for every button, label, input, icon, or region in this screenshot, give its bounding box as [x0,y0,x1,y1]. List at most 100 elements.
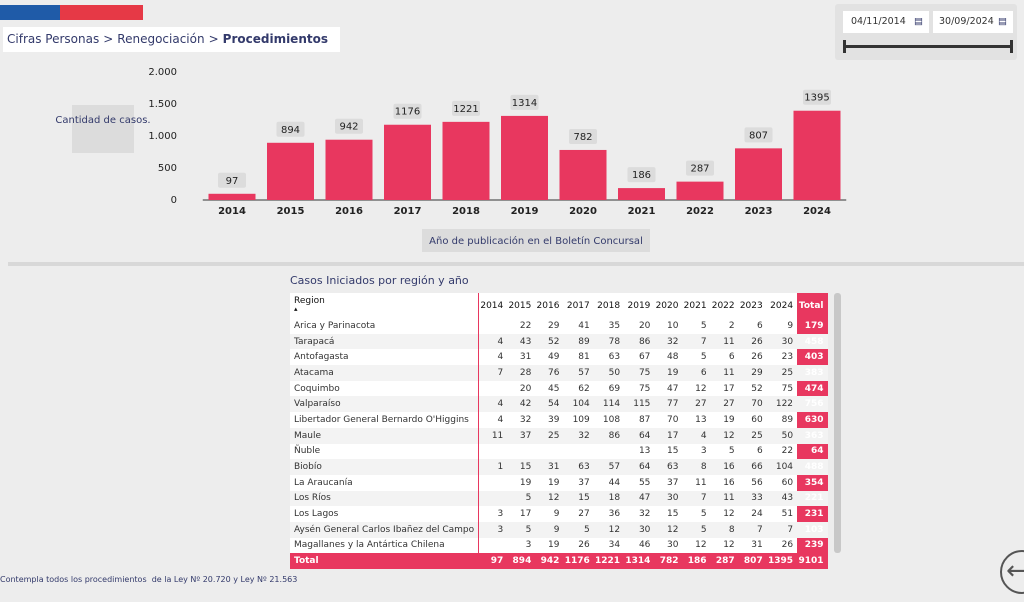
bar [735,148,782,200]
value-cell: 37 [578,477,590,488]
value-cell: 26 [578,540,590,551]
sort-icon[interactable]: ▴ [294,305,298,313]
value-cell: 363 [797,427,828,444]
value-cell: 42 [507,396,536,413]
value-cell: 630 [797,412,828,428]
bar [676,181,724,200]
value-cell: 15 [507,459,536,475]
x-tick-label: 2018 [452,206,480,217]
value-cell: 104 [563,396,594,413]
value-label: 894 [281,125,300,136]
value-label: 942 [339,122,358,133]
value-label-box [569,128,597,144]
value-cell: 20 [638,320,651,331]
value-cell: 10 [667,320,679,331]
chart: Cantidad de casos. Año de publicación en… [55,67,847,252]
value-label-box [510,94,539,110]
value-cell: 48 [667,352,679,363]
breadcrumb: Cifras Personas > Renegociación > Procedimie… [3,27,340,52]
flag-blue [0,5,60,20]
column-header: 2018 [597,300,621,311]
value-cell: 76 [535,365,564,381]
value-cell: 488 [797,459,828,475]
value-cell: 942 [535,553,564,570]
region-cell: Biobío [290,459,480,475]
column-header: 2019 [627,300,651,311]
value-cell: 32 [563,427,594,444]
value-cell: 4 [682,427,711,444]
value-cell: 19 [654,365,683,381]
slider-handle[interactable] [843,40,846,53]
value-cell: 8 [710,521,739,538]
bar [618,188,665,200]
value-cell: 1314 [624,553,655,570]
slider-handle[interactable] [1010,40,1013,53]
table-row: Aysén General Carlos Ibañez del Campo 3 5 9… [290,521,828,538]
value-cell: 15 [667,446,679,457]
table-row: Libertador General Bernardo O'Higgins 4 32… [290,412,828,428]
region-cell: Antofagasta [290,349,480,366]
x-tick-label: 2017 [394,206,422,217]
value-cell: 17 [519,509,532,520]
value-cell: 11 [695,477,707,488]
value-cell: 46 [638,540,651,551]
value-cell: 47 [667,383,679,394]
scrollbar[interactable] [834,293,841,553]
region-cell: Aysén General Carlos Ibañez del Campo [290,521,480,538]
value-cell: 45 [547,383,560,394]
value-label: 97 [226,176,239,187]
value-cell: 5 [700,320,707,331]
value-cell [479,381,508,397]
y-tick-label: 500 [158,163,177,174]
value-cell: 15 [667,509,679,520]
slider-track[interactable] [845,45,1012,48]
x-label-box [422,229,650,252]
value-cell: 34 [608,540,621,551]
value-cell: 24 [751,509,763,520]
value-cell: 12 [535,490,564,507]
date-filter: 04/11/2014 ▤ 30/09/2024 ▤ [835,4,1017,60]
value-cell: 47 [624,490,655,507]
column-header: Total [797,293,828,318]
region-cell: Coquimbo [290,380,480,397]
value-cell: 109 [572,414,590,425]
value-cell: 63 [654,459,683,475]
value-cell: 1176 [563,553,594,570]
value-cell [478,490,508,507]
value-cell: 39 [547,414,560,425]
value-cell: 18 [593,490,625,507]
table-row: La Araucanía 19 19 37 44 55 37 11 16 56 60 354 [290,474,828,491]
value-cell: 5 [507,521,536,538]
date-end[interactable]: 30/09/2024 ▤ [933,11,1013,33]
value-cell: 36 [608,509,621,520]
value-cell: 75 [638,383,651,394]
back-button[interactable]: ← [1000,550,1024,594]
value-cell: 41 [578,320,590,331]
breadcrumb-separator: > [208,32,219,46]
value-label-box [393,103,422,119]
breadcrumb-item: Renegociación [117,32,205,46]
value-cell: 89 [781,414,794,425]
value-cell: 9 [553,509,560,520]
value-cell [479,318,508,334]
value-cell: 54 [535,396,564,413]
value-cell: 50 [766,427,798,444]
header-row: Region ▴ 2014 2015 2016 2017 2018 2019 2020 2021 2… [290,293,828,318]
table-row: Los Ríos 5 12 15 18 47 30 7 11 33 43 221 [290,490,828,507]
value-cell: 32 [519,414,532,425]
value-cell: 52 [535,333,564,350]
region-cell: Libertador General Bernardo O'Higgins [290,412,480,428]
region-cell: Los Ríos [290,490,480,507]
date-start[interactable]: 04/11/2014 ▤ [843,11,929,33]
footnote: Contempla todos los procedimientos de la… [0,575,298,584]
value-cell: 55 [638,477,651,488]
value-cell [563,444,593,460]
x-tick-label: 2022 [686,206,714,217]
column-header: 2015 [508,300,532,311]
value-cell: 89 [563,333,594,350]
value-cell: 30 [654,490,683,507]
value-cell: 287 [710,553,739,570]
value-cell: 75 [624,365,655,381]
value-cell: 1 [478,459,508,475]
